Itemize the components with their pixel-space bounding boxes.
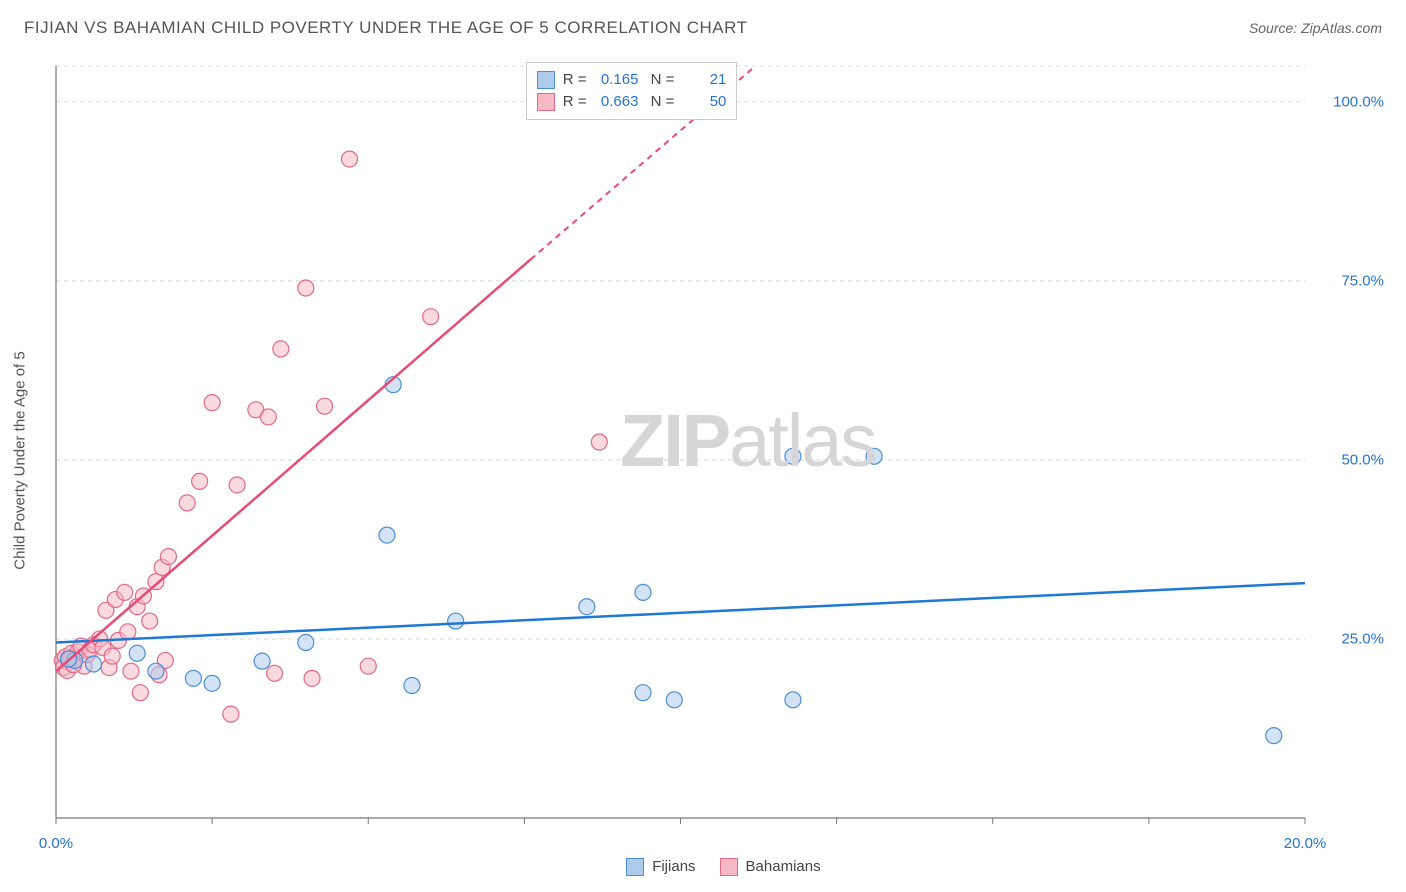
y-tick-label: 75.0% [1341,272,1384,289]
series-legend: Fijians Bahamians [626,858,820,876]
legend-label-fijians: Fijians [652,858,695,875]
r-value-bahamians: 0.663 [594,93,638,110]
scatter-plot [50,58,1390,846]
n-label: N = [646,71,674,88]
x-tick-label: 0.0% [39,835,73,852]
source-prefix: Source: [1249,20,1301,36]
r-label: R = [563,93,587,110]
stats-row-bahamians: R = 0.663 N = 50 [537,91,727,113]
legend-item-fijians: Fijians [626,858,695,876]
swatch-bahamians [537,93,555,111]
correlation-stats-box: R = 0.165 N = 21 R = 0.663 N = 50 [526,62,738,120]
chart-header: FIJIAN VS BAHAMIAN CHILD POVERTY UNDER T… [0,0,1406,46]
y-tick-label: 25.0% [1341,630,1384,647]
chart-area: Child Poverty Under the Age of 5 ZIPatla… [50,58,1390,846]
swatch-fijians [537,71,555,89]
legend-label-bahamians: Bahamians [746,858,821,875]
chart-title: FIJIAN VS BAHAMIAN CHILD POVERTY UNDER T… [24,18,747,38]
x-tick-label: 20.0% [1284,835,1327,852]
y-tick-label: 100.0% [1333,93,1384,110]
legend-item-bahamians: Bahamians [720,858,821,876]
source-name: ZipAtlas.com [1301,20,1382,36]
legend-swatch-fijians [626,858,644,876]
stats-row-fijians: R = 0.165 N = 21 [537,69,727,91]
r-value-fijians: 0.165 [594,71,638,88]
y-axis-label: Child Poverty Under the Age of 5 [12,351,29,569]
source-attribution: Source: ZipAtlas.com [1249,20,1382,36]
legend-swatch-bahamians [720,858,738,876]
r-label: R = [563,71,587,88]
y-tick-label: 50.0% [1341,451,1384,468]
n-value-bahamians: 50 [682,93,726,110]
n-value-fijians: 21 [682,71,726,88]
n-label: N = [646,93,674,110]
